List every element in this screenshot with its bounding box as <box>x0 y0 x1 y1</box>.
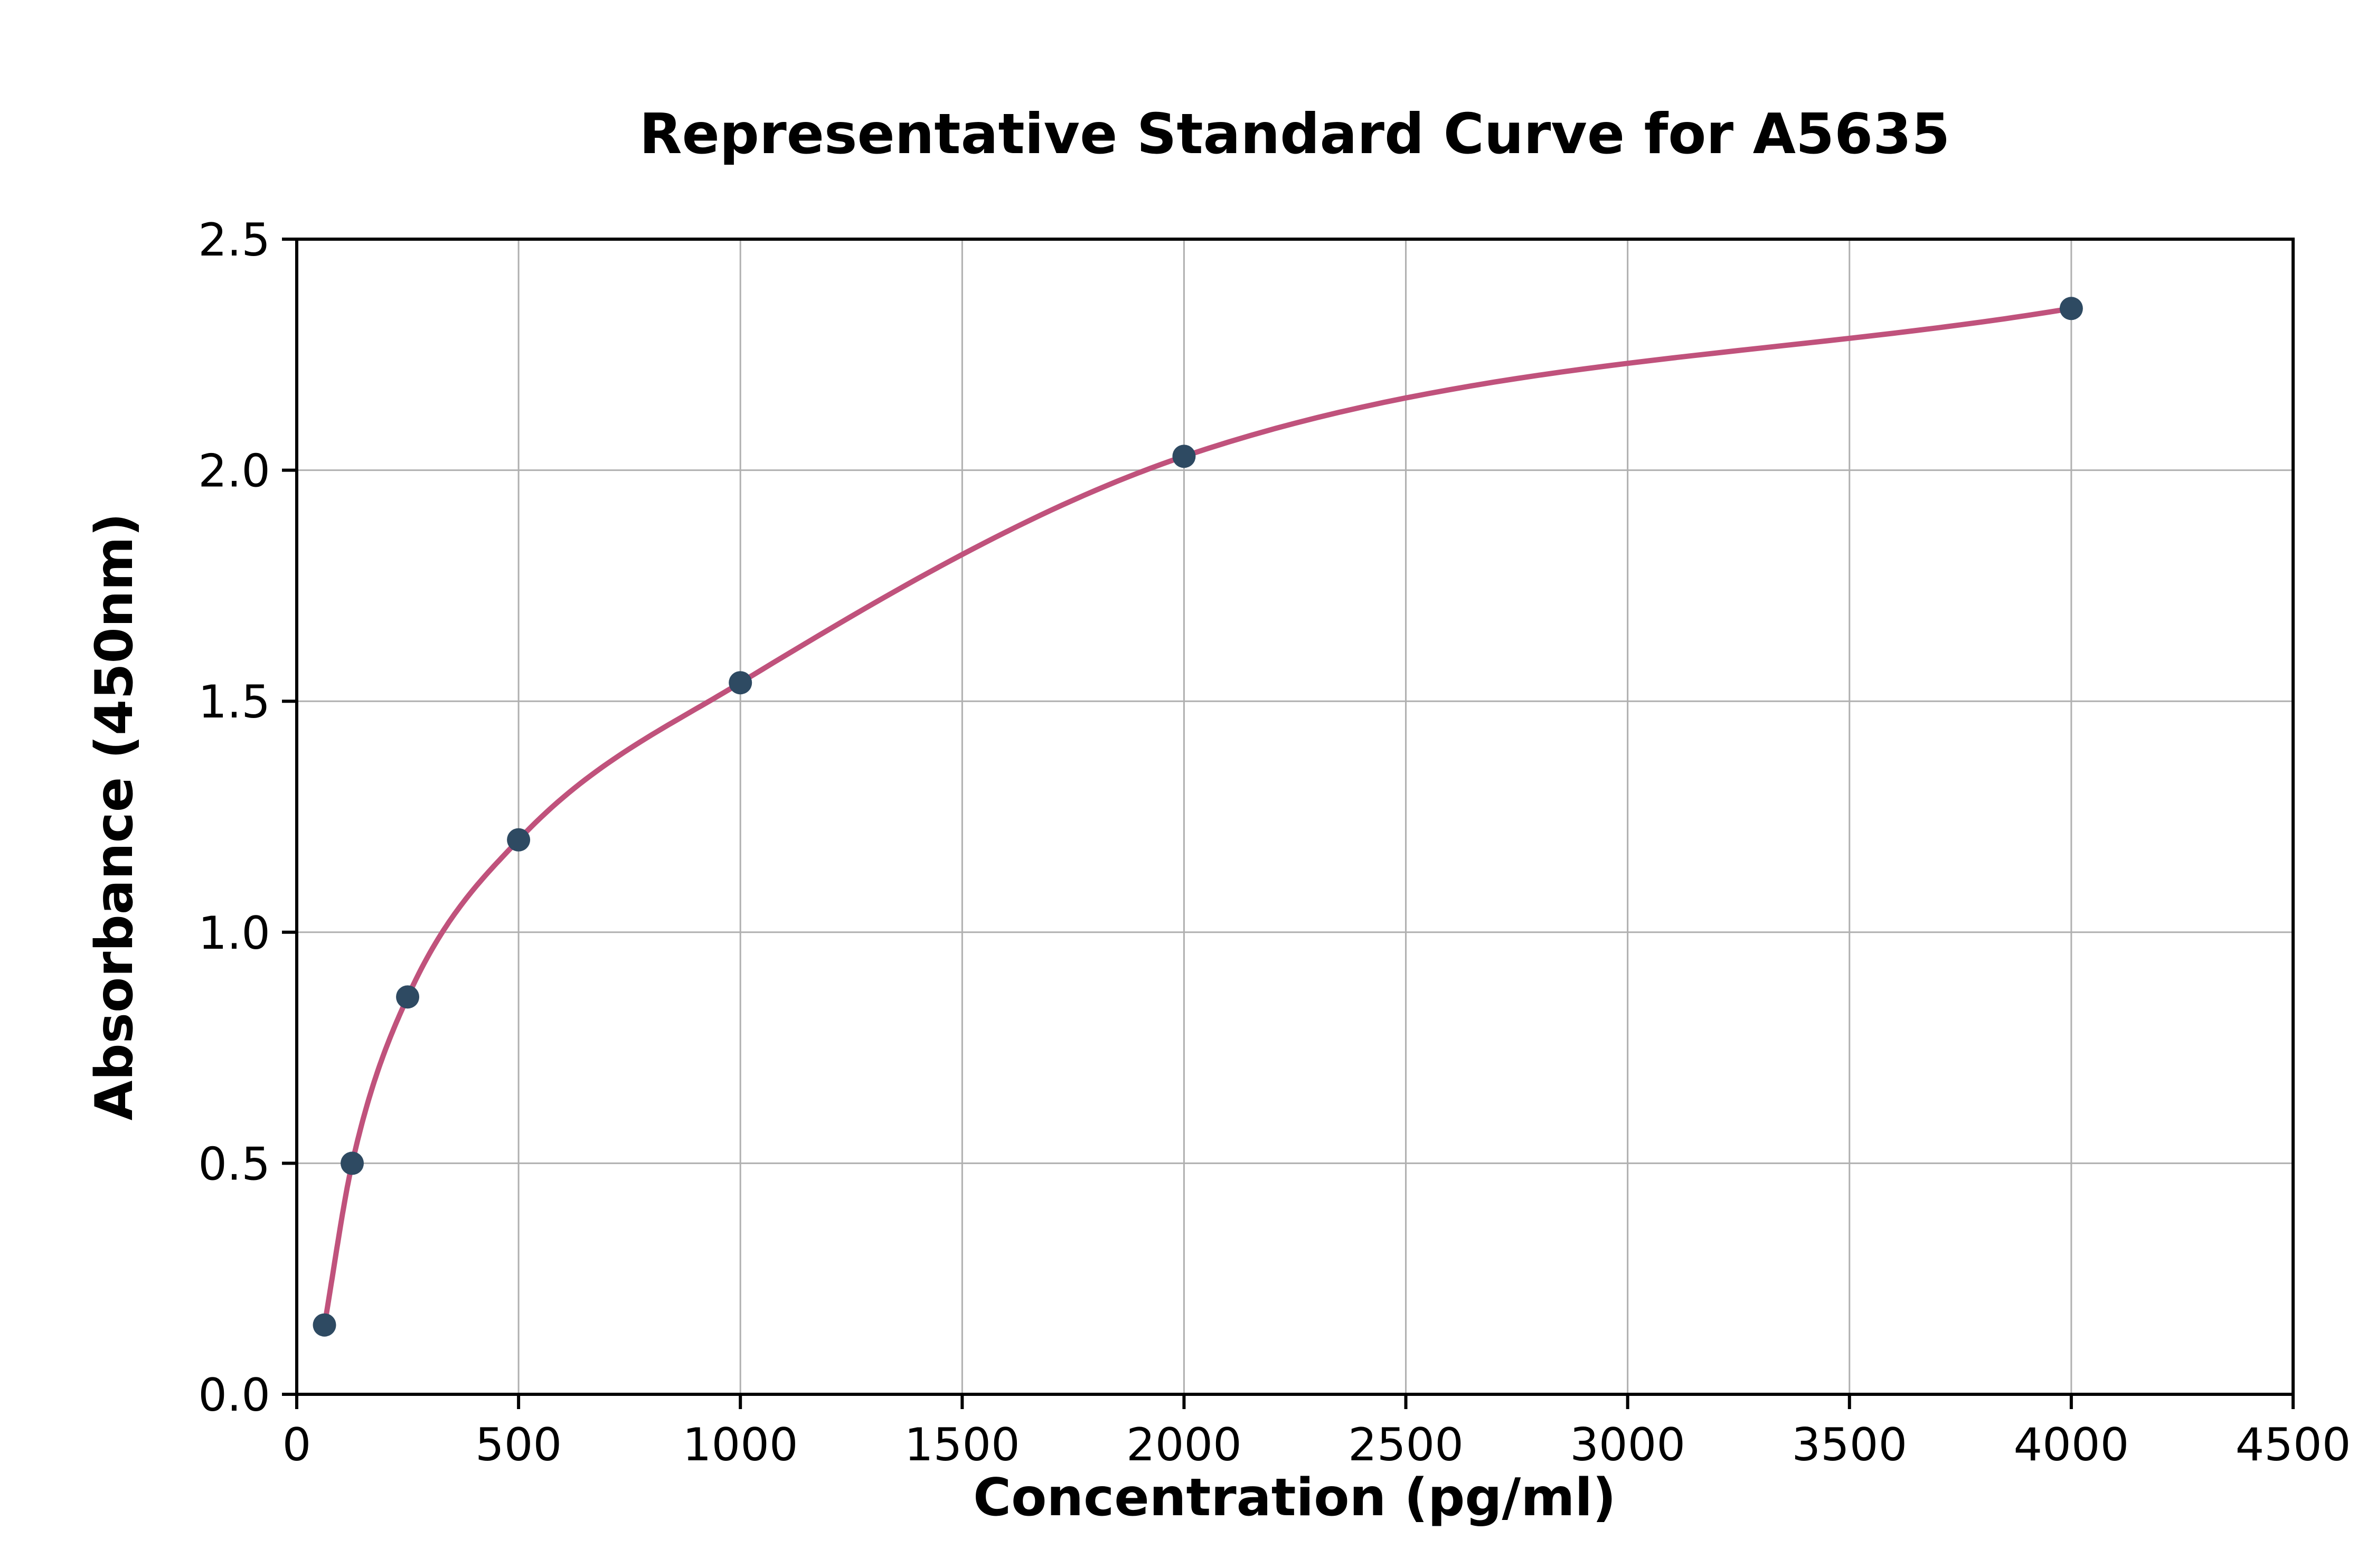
y-tick-label: 2.0 <box>198 445 270 498</box>
x-tick-label: 0 <box>282 1419 312 1471</box>
x-tick-label: 3500 <box>1792 1419 1907 1471</box>
y-tick-label: 1.5 <box>198 676 270 729</box>
x-axis-label: Concentration (pg/ml) <box>973 1468 1616 1528</box>
y-tick-label: 1.0 <box>198 907 270 960</box>
data-point <box>507 828 531 852</box>
y-tick-label: 0.5 <box>198 1138 270 1191</box>
x-tick-label: 1000 <box>683 1419 798 1471</box>
data-point <box>313 1313 336 1337</box>
x-tick-label: 2000 <box>1126 1419 1242 1471</box>
chart-title: Representative Standard Curve for A5635 <box>639 102 1950 166</box>
y-axis-label: Absorbance (450nm) <box>84 513 145 1121</box>
plot-area: 0 500 1000 1500 2000 2500 3000 3500 4000 4500 0.0 0… <box>198 214 2351 1471</box>
x-tick-label: 500 <box>475 1419 562 1471</box>
data-point <box>396 985 420 1009</box>
fitted-curve <box>322 306 2074 1328</box>
x-tick-label: 4000 <box>2013 1419 2129 1471</box>
data-point <box>1172 445 1196 468</box>
x-tick-label: 2500 <box>1348 1419 1464 1471</box>
x-tick-label: 4500 <box>2236 1419 2351 1471</box>
x-tick-label: 3000 <box>1570 1419 1685 1471</box>
plot-border <box>295 238 2295 1396</box>
data-point <box>341 1151 364 1175</box>
x-tick-label: 1500 <box>904 1419 1020 1471</box>
data-point <box>2059 297 2083 320</box>
y-tick-label: 2.5 <box>198 214 270 267</box>
data-point <box>729 671 752 695</box>
y-tick-label: 0.0 <box>198 1369 270 1422</box>
